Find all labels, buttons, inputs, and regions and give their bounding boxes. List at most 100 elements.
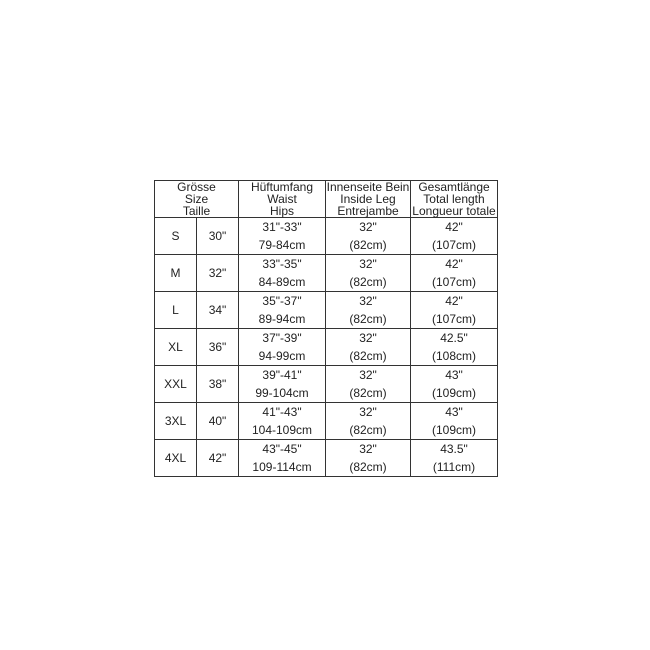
leg-cell: 32" (82cm) xyxy=(325,291,411,329)
leg-cell: 32" (82cm) xyxy=(325,254,411,292)
waist-inches: 35"-37" xyxy=(262,294,302,308)
length-cm: (111cm) xyxy=(432,460,476,474)
taille-cell: 34" xyxy=(196,291,239,329)
header-text: Grösse xyxy=(177,180,216,194)
leg-cm: (82cm) xyxy=(349,312,387,326)
waist-inches: 37"-39" xyxy=(262,331,302,345)
leg-inches: 32" xyxy=(359,294,377,308)
leg-cm: (82cm) xyxy=(349,349,387,363)
waist-cell: 31"-33" 79-84cm xyxy=(238,217,326,255)
size-cell: 3XL xyxy=(154,402,197,440)
length-inches: 42" xyxy=(445,220,463,234)
waist-cm: 99-104cm xyxy=(255,386,309,400)
leg-cell: 32" (82cm) xyxy=(325,328,411,366)
length-cm: (107cm) xyxy=(431,312,476,326)
waist-cm: 89-94cm xyxy=(258,312,306,326)
leg-inches: 32" xyxy=(359,257,377,271)
header-inside-leg: Innenseite Bein Inside Leg Entrejambe xyxy=(325,180,411,218)
waist-cell: 39"-41" 99-104cm xyxy=(238,365,326,403)
length-inches: 42.5" xyxy=(440,331,468,345)
size-cell: 4XL xyxy=(154,439,197,477)
table-row: XL 36" 37"-39" 94-99cm 32" (82cm) 42.5" (108cm) xyxy=(154,328,498,366)
length-cm: (109cm) xyxy=(431,386,476,400)
length-cm: (107cm) xyxy=(431,238,476,252)
table-row: 3XL 40" 41"-43" 104-109cm 32" (82cm) 43" (109cm… xyxy=(154,402,498,440)
leg-inches: 32" xyxy=(359,442,377,456)
waist-inches: 39"-41" xyxy=(262,368,302,382)
waist-cell: 33"-35" 84-89cm xyxy=(238,254,326,292)
leg-cell: 32" (82cm) xyxy=(325,439,411,477)
header-text: Hips xyxy=(269,204,294,218)
taille-cell: 30" xyxy=(196,217,239,255)
header-text: Entrejambe xyxy=(337,204,399,218)
length-cm: (107cm) xyxy=(431,275,476,289)
size-cell: L xyxy=(154,291,197,329)
length-inches: 42" xyxy=(445,294,463,308)
waist-inches: 31"-33" xyxy=(262,220,302,234)
header-waist: Hüftumfang Waist Hips xyxy=(238,180,326,218)
taille-cell: 38" xyxy=(196,365,239,403)
waist-cm: 109-114cm xyxy=(252,460,312,474)
header-text: Longueur totale xyxy=(412,204,496,218)
table-row: 4XL 42" 43"-45" 109-114cm 32" (82cm) 43.5" (111… xyxy=(154,439,498,477)
length-cell: 42" (107cm) xyxy=(410,254,498,292)
header-size: Grösse Size Taille xyxy=(154,180,239,218)
size-cell: S xyxy=(154,217,197,255)
waist-inches: 43"-45" xyxy=(262,442,302,456)
leg-inches: 32" xyxy=(359,220,377,234)
leg-cell: 32" (82cm) xyxy=(325,402,411,440)
header-text: Hüftumfang xyxy=(250,180,314,194)
leg-cell: 32" (82cm) xyxy=(325,217,411,255)
taille-cell: 32" xyxy=(196,254,239,292)
length-inches: 43.5" xyxy=(440,442,468,456)
table-row: M 32" 33"-35" 84-89cm 32" (82cm) 42" (107cm) xyxy=(154,254,498,292)
leg-cm: (82cm) xyxy=(349,238,387,252)
length-cell: 42.5" (108cm) xyxy=(410,328,498,366)
length-cell: 43" (109cm) xyxy=(410,402,498,440)
waist-cm: 84-89cm xyxy=(258,275,306,289)
size-cell: XL xyxy=(154,328,197,366)
taille-cell: 42" xyxy=(196,439,239,477)
waist-cm: 94-99cm xyxy=(258,349,306,363)
length-cell: 42" (107cm) xyxy=(410,291,498,329)
header-text: Waist xyxy=(267,192,297,206)
length-cm: (108cm) xyxy=(431,349,476,363)
header-text: Innenseite Bein xyxy=(326,180,410,194)
table-row: XXL 38" 39"-41" 99-104cm 32" (82cm) 43" (109cm) xyxy=(154,365,498,403)
header-text: Inside Leg xyxy=(340,192,396,206)
leg-inches: 32" xyxy=(359,331,377,345)
waist-inches: 33"-35" xyxy=(262,257,302,271)
size-chart-table: Grösse Size Taille Hüftumfang Waist Hips… xyxy=(154,180,498,477)
waist-cm: 104-109cm xyxy=(251,423,313,437)
length-inches: 43" xyxy=(445,368,463,382)
table-row: S 30" 31"-33" 79-84cm 32" (82cm) 42" (107cm) xyxy=(154,217,498,255)
leg-inches: 32" xyxy=(359,368,377,382)
leg-cm: (82cm) xyxy=(349,275,387,289)
length-cell: 43.5" (111cm) xyxy=(410,439,498,477)
length-cell: 42" (107cm) xyxy=(410,217,498,255)
leg-cm: (82cm) xyxy=(349,386,387,400)
waist-cell: 43"-45" 109-114cm xyxy=(238,439,326,477)
leg-cell: 32" (82cm) xyxy=(325,365,411,403)
header-total-length: Gesamtlänge Total length Longueur totale xyxy=(410,180,498,218)
waist-cell: 37"-39" 94-99cm xyxy=(238,328,326,366)
header-text: Total length xyxy=(423,192,485,206)
size-cell: M xyxy=(154,254,197,292)
taille-cell: 40" xyxy=(196,402,239,440)
header-text: Gesamtlänge xyxy=(418,180,490,194)
waist-cell: 35"-37" 89-94cm xyxy=(238,291,326,329)
size-cell: XXL xyxy=(154,365,197,403)
length-inches: 42" xyxy=(445,257,463,271)
waist-inches: 41"-43" xyxy=(262,405,302,419)
header-text: Size xyxy=(184,192,209,206)
taille-cell: 36" xyxy=(196,328,239,366)
waist-cell: 41"-43" 104-109cm xyxy=(238,402,326,440)
header-row: Grösse Size Taille Hüftumfang Waist Hips… xyxy=(154,180,498,218)
leg-cm: (82cm) xyxy=(349,423,387,437)
table-row: L 34" 35"-37" 89-94cm 32" (82cm) 42" (107cm) xyxy=(154,291,498,329)
leg-inches: 32" xyxy=(359,405,377,419)
waist-cm: 79-84cm xyxy=(258,238,306,252)
length-inches: 43" xyxy=(445,405,463,419)
length-cell: 43" (109cm) xyxy=(410,365,498,403)
leg-cm: (82cm) xyxy=(349,460,387,474)
